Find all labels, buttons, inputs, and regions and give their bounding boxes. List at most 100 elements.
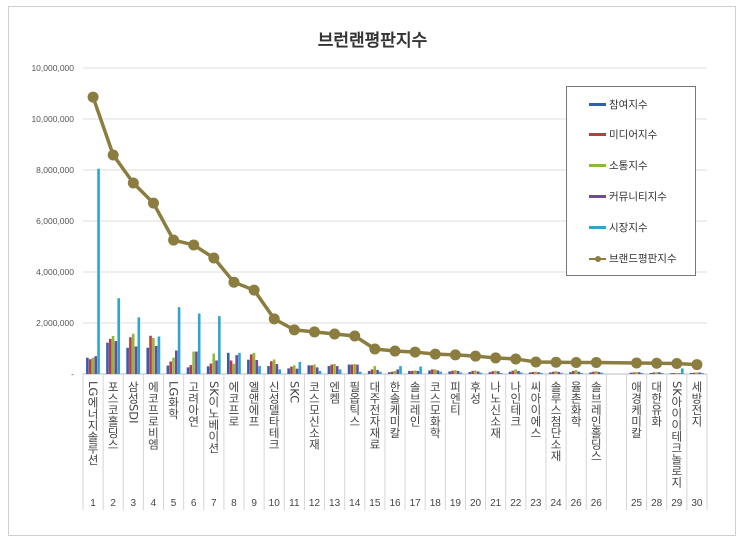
line-point <box>570 357 582 369</box>
category-label: 피엔티 <box>448 381 463 416</box>
line-point <box>490 352 502 364</box>
bar-참여지수 <box>448 371 451 374</box>
bar-미디어지수 <box>491 371 495 374</box>
legend-label: 소통지수 <box>609 160 648 172</box>
bar-시장지수 <box>117 298 120 374</box>
bar-소통지수 <box>534 371 538 374</box>
bar-미디어지수 <box>692 372 696 374</box>
category-label: 엘앤에프 <box>247 381 262 427</box>
rank-label: 23 <box>530 498 542 509</box>
bar-커뮤니티지수 <box>396 369 399 374</box>
category-label: 솔브레인 <box>408 381 423 427</box>
legend-swatch <box>589 133 606 136</box>
bar-시장지수 <box>479 372 483 374</box>
bar-미디어지수 <box>390 371 394 374</box>
bar-커뮤니티지수 <box>698 372 701 374</box>
line-point <box>228 276 240 288</box>
line-point <box>470 350 482 362</box>
bar-소통지수 <box>111 336 115 374</box>
bar-참여지수 <box>569 372 572 374</box>
category-label: 필옵틱스 <box>347 381 362 427</box>
rank-label: 16 <box>389 498 401 509</box>
bar-커뮤니티지수 <box>557 371 561 374</box>
legend-item-brand-reputation: 브랜드평판지수 <box>589 251 677 266</box>
bar-참여지수 <box>126 347 129 374</box>
bar-시장지수 <box>318 370 322 374</box>
bar-커뮤니티지수 <box>255 359 259 374</box>
bar-미디어지수 <box>189 365 193 374</box>
bar-소통지수 <box>635 371 638 374</box>
bar-커뮤니티지수 <box>235 355 238 374</box>
bar-커뮤니티지수 <box>678 373 681 374</box>
bar-커뮤니티지수 <box>134 346 138 374</box>
bar-미디어지수 <box>249 354 253 374</box>
bar-시장지수 <box>218 316 221 374</box>
bar-시장지수 <box>419 366 422 374</box>
bar-시장지수 <box>640 372 644 374</box>
line-point <box>691 359 703 371</box>
bar-소통지수 <box>232 363 236 374</box>
line-point <box>651 357 663 369</box>
category-label: 세방전지 <box>689 381 704 427</box>
bar-참여지수 <box>649 372 653 374</box>
bar-참여지수 <box>327 366 331 374</box>
bar-시장지수 <box>540 372 543 374</box>
bar-시장지수 <box>519 372 523 374</box>
bar-시장지수 <box>238 352 241 374</box>
bar-미디어지수 <box>592 371 595 374</box>
y-tick-label: - <box>71 369 74 379</box>
bar-커뮤니티지수 <box>174 350 178 374</box>
category-label: 신성델타테크 <box>267 381 282 450</box>
bar-참여지수 <box>367 370 371 374</box>
bar-참여지수 <box>528 372 532 374</box>
bar-참여지수 <box>408 370 411 374</box>
bar-소통지수 <box>152 338 155 374</box>
line-point <box>87 91 99 103</box>
bar-커뮤니티지수 <box>658 372 661 374</box>
bar-미디어지수 <box>551 371 555 374</box>
legend-item-market: 시장지수 <box>589 220 648 235</box>
line-point <box>631 357 643 369</box>
bar-참여지수 <box>488 372 492 374</box>
bar-커뮤니티지수 <box>597 371 601 374</box>
bar-참여지수 <box>347 364 351 374</box>
legend-label: 참여지수 <box>609 99 648 111</box>
line-point <box>671 358 683 370</box>
bar-시장지수 <box>137 317 141 374</box>
rank-label: 29 <box>671 498 683 509</box>
category-label: 포스코홀딩스 <box>106 381 121 450</box>
bar-미디어지수 <box>571 370 575 374</box>
bar-소통지수 <box>474 370 477 374</box>
bar-소통지수 <box>494 370 497 374</box>
bar-소통지수 <box>192 351 195 374</box>
bar-미디어지수 <box>652 372 656 374</box>
bar-소통지수 <box>373 366 377 374</box>
y-tick-label: 10,000,000 <box>31 114 74 124</box>
bar-시장지수 <box>278 369 282 374</box>
y-tick-label: 10,000,000 <box>31 63 74 73</box>
bar-미디어지수 <box>229 360 233 374</box>
legend-label: 시장지수 <box>609 222 648 234</box>
bar-시장지수 <box>439 371 443 374</box>
bar-미디어지수 <box>149 335 152 374</box>
bar-소통지수 <box>272 359 276 374</box>
rank-label: 18 <box>429 498 441 509</box>
line-point <box>369 343 381 355</box>
category-label: 씨아이에스 <box>528 381 543 439</box>
bar-미디어지수 <box>330 364 334 374</box>
category-label: 대주전자재료 <box>367 381 382 450</box>
rank-label: 1 <box>90 498 96 509</box>
line-point <box>168 234 180 246</box>
bar-소통지수 <box>353 364 356 374</box>
rank-label: 8 <box>231 498 237 509</box>
bar-소통지수 <box>91 357 95 374</box>
bar-참여지수 <box>388 372 391 374</box>
line-point <box>389 345 401 357</box>
bar-커뮤니티지수 <box>195 351 198 374</box>
bar-커뮤니티지수 <box>215 360 218 374</box>
rank-label: 2 <box>110 498 116 509</box>
bar-커뮤니티지수 <box>497 371 500 374</box>
bar-소통지수 <box>574 370 578 374</box>
bar-미디어지수 <box>531 371 535 374</box>
bar-소통지수 <box>514 369 517 374</box>
